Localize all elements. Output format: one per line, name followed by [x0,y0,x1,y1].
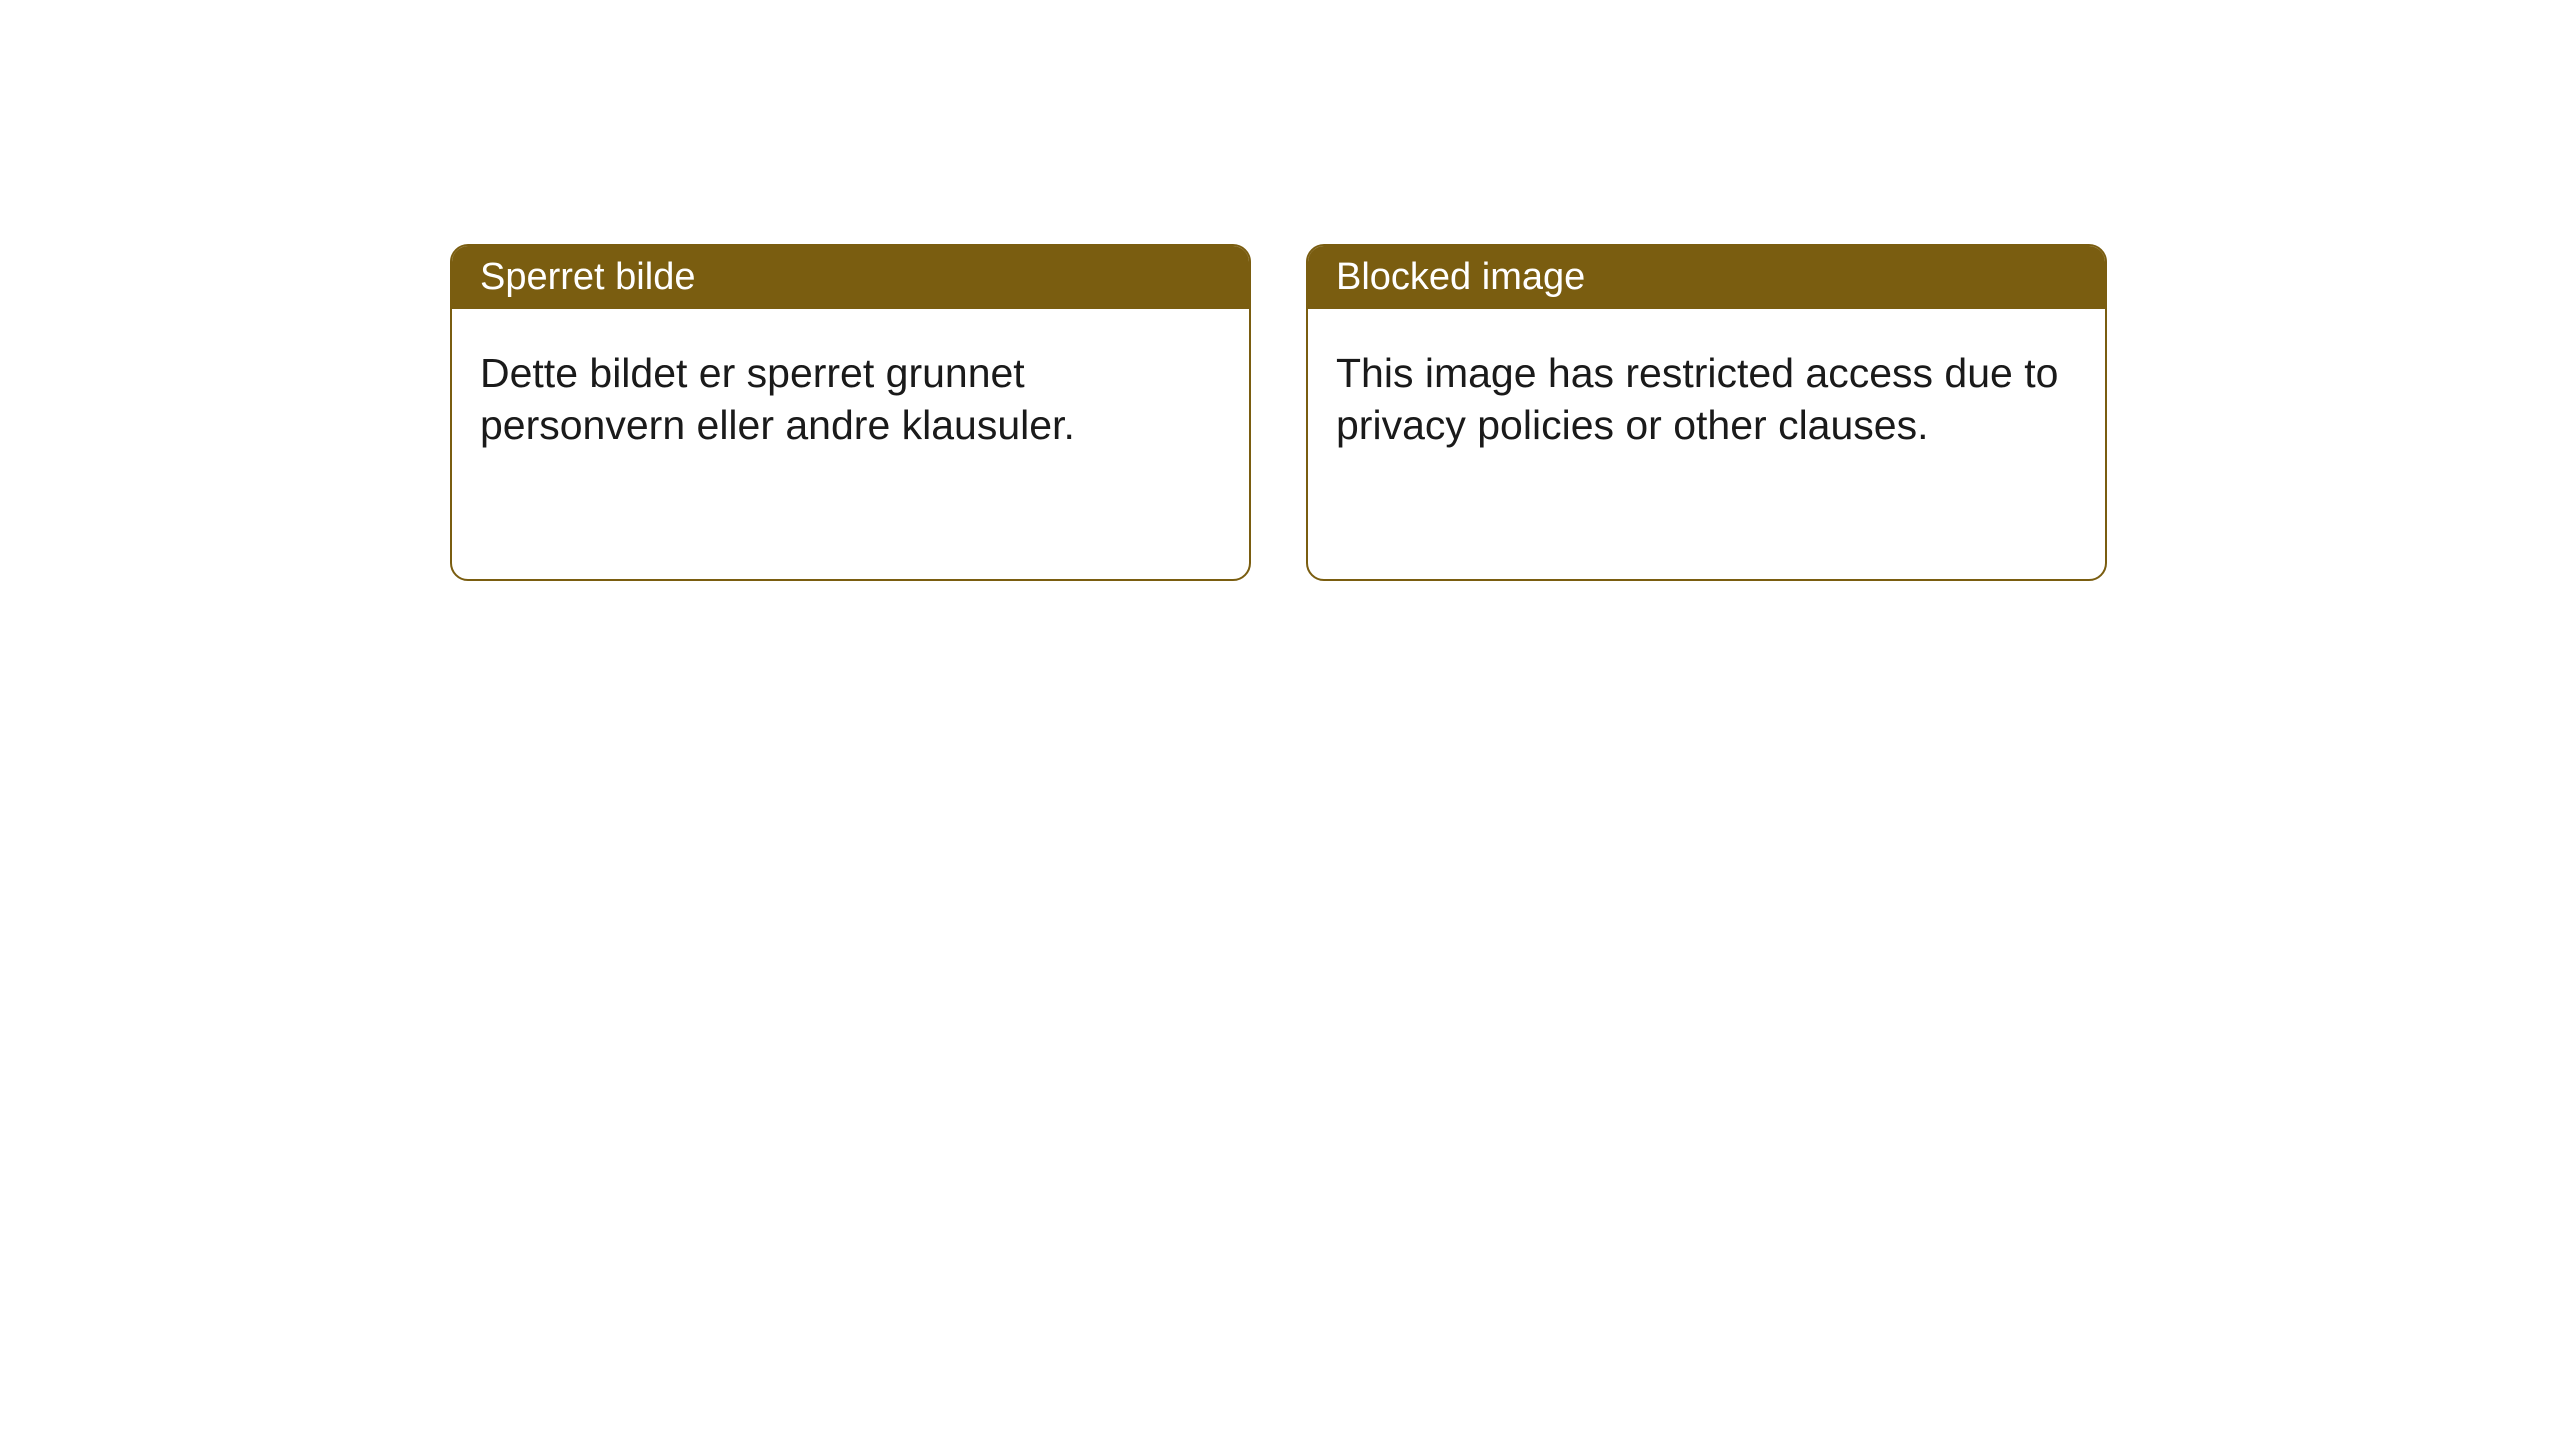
notice-body: This image has restricted access due to … [1308,309,2105,579]
notice-body: Dette bildet er sperret grunnet personve… [452,309,1249,579]
notice-text: Dette bildet er sperret grunnet personve… [480,350,1075,448]
notice-cards-container: Sperret bilde Dette bildet er sperret gr… [450,244,2107,581]
notice-text: This image has restricted access due to … [1336,350,2058,448]
notice-title: Sperret bilde [480,256,695,298]
notice-card-norwegian: Sperret bilde Dette bildet er sperret gr… [450,244,1251,581]
notice-title: Blocked image [1336,256,1585,298]
notice-card-english: Blocked image This image has restricted … [1306,244,2107,581]
notice-header: Blocked image [1308,246,2105,309]
notice-header: Sperret bilde [452,246,1249,309]
